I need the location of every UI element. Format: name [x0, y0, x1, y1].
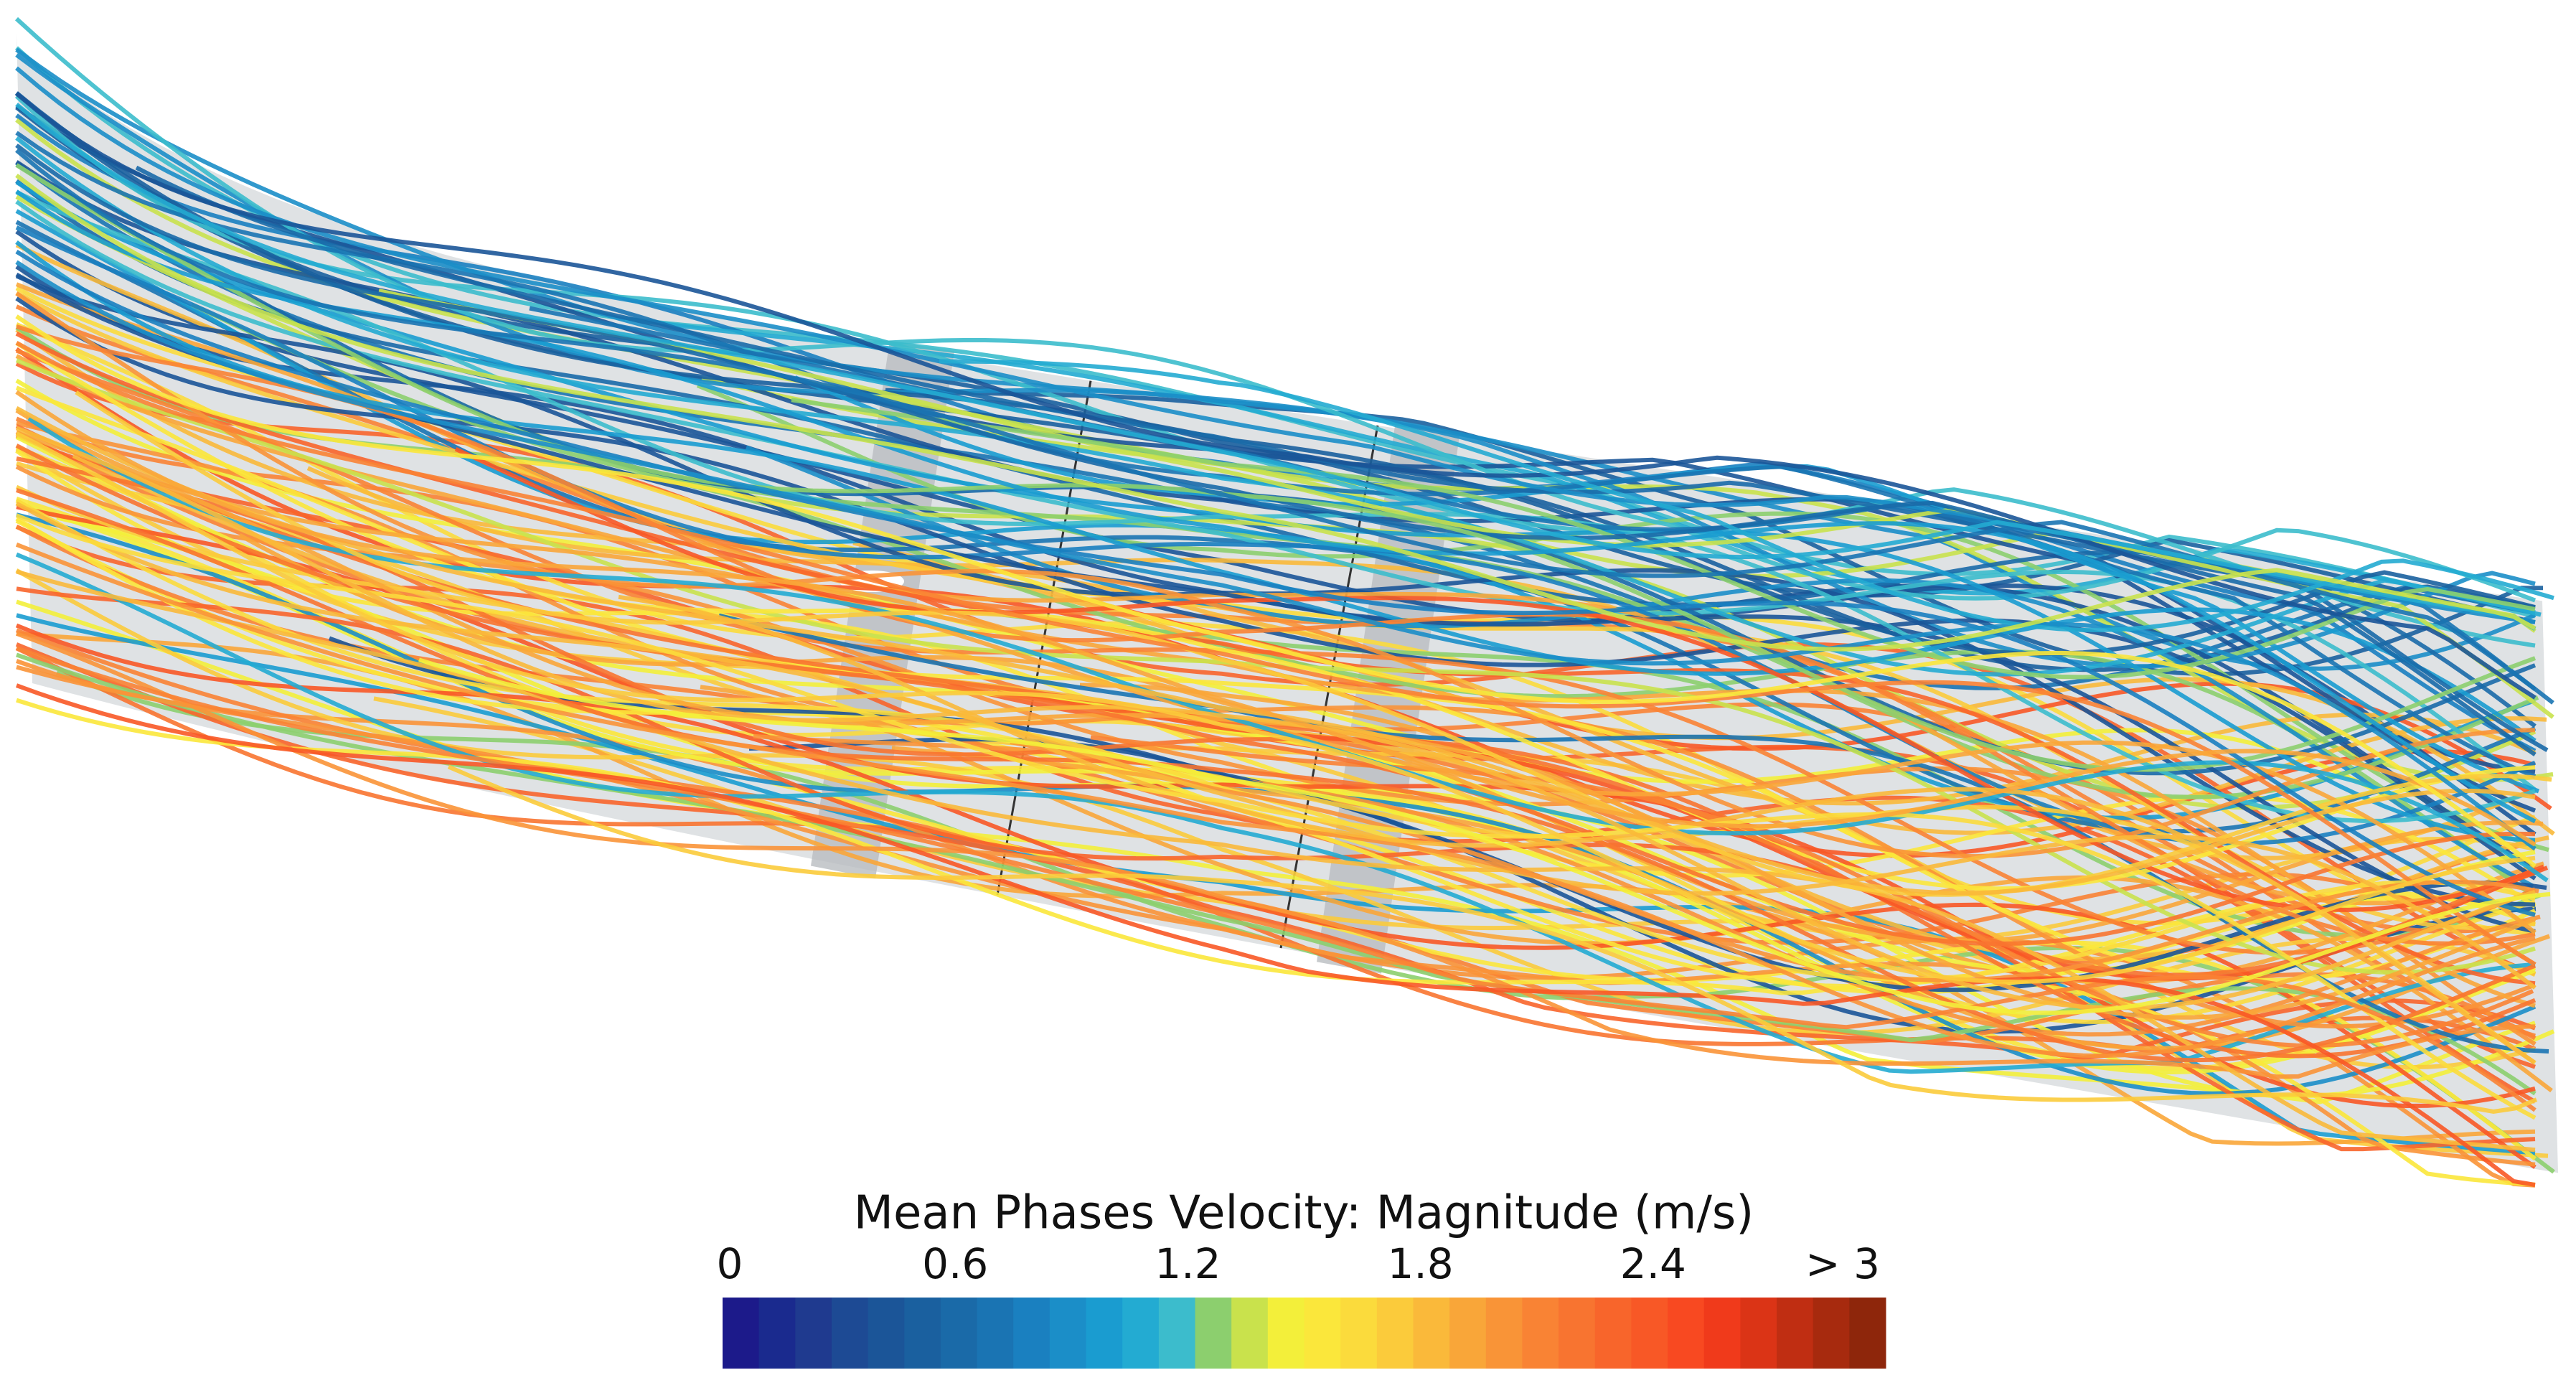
streamline: [15, 444, 2536, 947]
streamline: [14, 94, 2536, 648]
streamline: [15, 385, 2537, 982]
colorbar-swatch: [1013, 1298, 1050, 1369]
colorbar-swatch: [1340, 1298, 1378, 1369]
colorbar-swatch: [831, 1298, 869, 1369]
colorbar-tick-label: > 3: [1805, 1239, 1880, 1288]
streamline: [15, 91, 2537, 700]
streamline: [15, 525, 2537, 967]
streamline: [15, 103, 2537, 631]
streamline: [16, 586, 2536, 1152]
streamline: [15, 683, 2536, 1188]
colorbar-swatch: [868, 1298, 905, 1369]
streamline: [378, 288, 2554, 719]
section-line: [1279, 425, 1379, 949]
streamline: [447, 764, 2538, 1115]
streamlines: [14, 17, 2555, 1188]
colorbar-swatch: [940, 1298, 978, 1369]
streamline: [16, 456, 2537, 1059]
colorbar-swatch: [1849, 1298, 1886, 1369]
colorbar-swatch: [1376, 1298, 1414, 1369]
streamline: [418, 657, 2551, 1015]
streamline: [15, 91, 2536, 657]
streamline: [15, 314, 2537, 868]
colorbar-swatch: [1668, 1298, 1705, 1369]
colorbar-swatch: [1231, 1298, 1269, 1369]
streamline: [15, 513, 2537, 1120]
streamline: [15, 250, 2536, 917]
colorbar-swatch: [1122, 1298, 1160, 1369]
colorbar-swatch: [1086, 1298, 1123, 1369]
streamline: [27, 416, 2549, 883]
colorbar-swatch: [1813, 1298, 1850, 1369]
streamline: [16, 569, 2536, 1153]
colorbar: Mean Phases Velocity: Magnitude (m/s) 0 0…: [717, 1187, 1886, 1369]
streamline: [15, 174, 2537, 652]
streamline: [791, 398, 2536, 680]
streamline: [454, 446, 2545, 912]
colorbar-tick-label: 0: [717, 1239, 743, 1288]
streamline: [75, 390, 2552, 897]
streamline: [15, 340, 2537, 967]
colorbar-swatch: [1413, 1298, 1450, 1369]
colorbar-swatch: [1522, 1298, 1559, 1369]
streamline: [718, 613, 2549, 1054]
colorbar-tick-label: 0.6: [922, 1239, 988, 1288]
colorbar-tick-label: 2.4: [1620, 1239, 1686, 1288]
colorbar-tick-label: 1.2: [1155, 1239, 1221, 1288]
streamline: [15, 484, 2537, 1065]
streamline: [1010, 740, 2539, 983]
streamline: [15, 517, 2537, 989]
colorbar-swatch: [1559, 1298, 1596, 1369]
colorbar-tick-label: 1.8: [1387, 1239, 1453, 1288]
colorbar-swatch: [1485, 1298, 1523, 1369]
colorbar-swatch: [1594, 1298, 1632, 1369]
colorbar-swatch: [1158, 1298, 1196, 1369]
colorbar-swatch: [1740, 1298, 1777, 1369]
colorbar-swatch: [758, 1298, 796, 1369]
streamline: [15, 631, 2536, 1079]
colorbar-swatch: [1703, 1298, 1741, 1369]
colorbar-swatch: [1631, 1298, 1668, 1369]
streamline: [15, 543, 2536, 1059]
colorbar-swatch: [977, 1298, 1014, 1369]
streamline: [15, 149, 2537, 691]
colorbar-swatch: [723, 1298, 760, 1369]
colorbar-swatch: [1267, 1298, 1305, 1369]
colorbar-swatch: [1049, 1298, 1087, 1369]
streamline: [15, 431, 2536, 985]
colorbar-title: Mean Phases Velocity: Magnitude (m/s): [854, 1187, 1754, 1240]
colorbar-swatch: [1449, 1298, 1487, 1369]
colorbar-swatch: [1304, 1298, 1341, 1369]
colorbar-swatch: [1777, 1298, 1814, 1369]
streamline: [1090, 735, 2534, 1048]
streamline: [15, 341, 2536, 891]
colorbar-swatch: [904, 1298, 941, 1369]
streamline: [16, 324, 2536, 946]
streamline: [939, 359, 2554, 632]
streamline: [15, 163, 2537, 772]
colorbar-swatch: [1195, 1298, 1232, 1369]
streamline: [618, 594, 2536, 1064]
colorbar-swatch: [795, 1298, 832, 1369]
streamline: [15, 390, 2537, 847]
